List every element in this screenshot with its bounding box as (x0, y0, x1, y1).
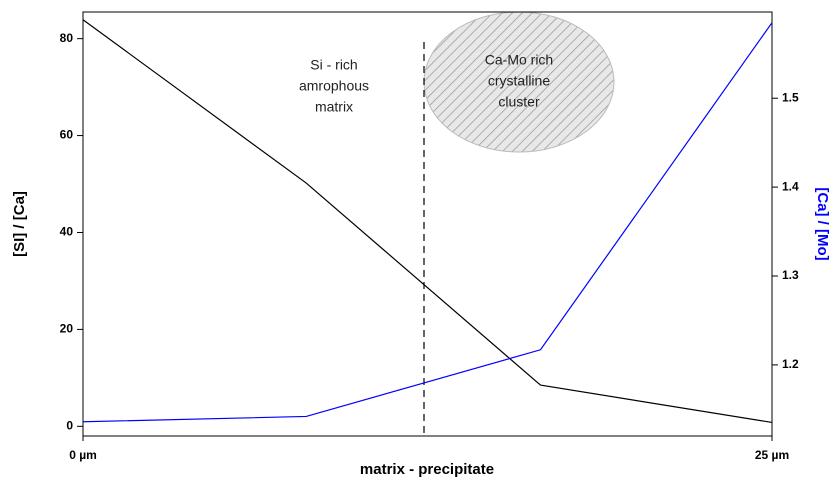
annotation: cluster (498, 94, 540, 110)
annotation: Ca-Mo rich (485, 52, 553, 68)
series-line (82, 22, 773, 423)
annotation: matrix (315, 99, 353, 115)
y2-axis-label: [Ca] / [Mo] (814, 187, 831, 260)
y-tick-label: 60 (60, 128, 74, 142)
plot-frame (82, 11, 773, 437)
x-tick-label: 25 µm (755, 448, 789, 462)
x-axis-label: matrix - precipitate (360, 461, 494, 478)
y-tick-label: 0 (66, 418, 73, 432)
y-tick-label: 80 (60, 31, 74, 45)
y-tick-label: 40 (60, 225, 74, 239)
annotation: crystalline (488, 73, 550, 89)
y-axis-label: [SI] / [Ca] (11, 191, 28, 257)
annotation: Si - rich (310, 57, 357, 73)
series-line (82, 19, 773, 424)
y-tick-label: 20 (60, 322, 74, 336)
y2-tick-label: 1.4 (782, 179, 799, 193)
y2-tick-label: 1.3 (782, 268, 799, 282)
x-tick-label: 0 µm (69, 448, 97, 462)
annotation: amrophous (299, 78, 369, 94)
y2-tick-label: 1.5 (782, 90, 799, 104)
y2-tick-label: 1.2 (782, 357, 799, 371)
